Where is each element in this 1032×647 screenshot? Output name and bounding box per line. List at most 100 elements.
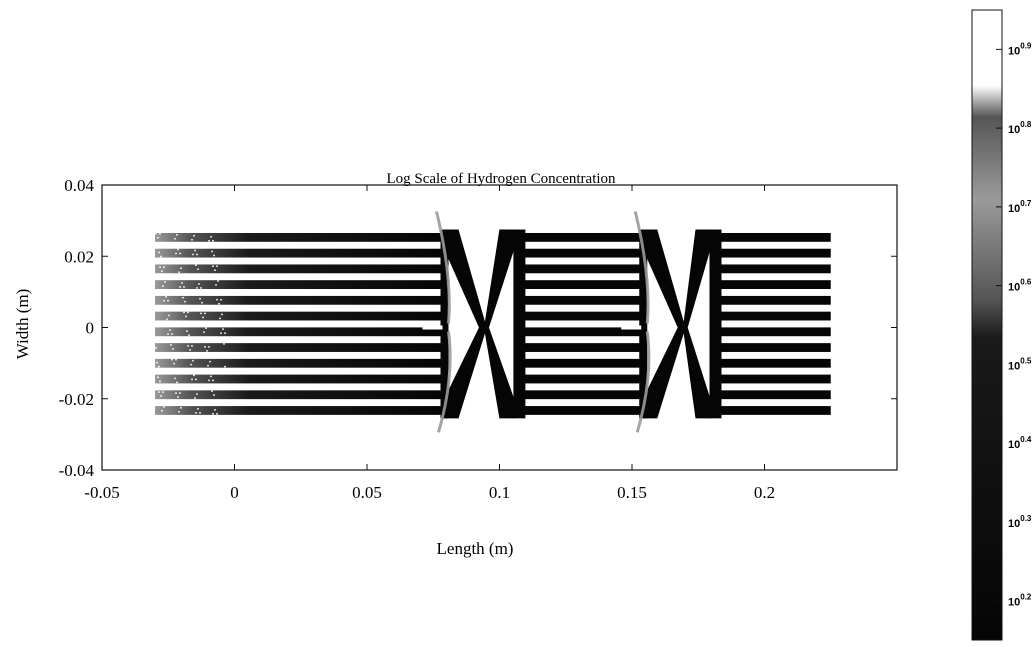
channel-bar	[711, 232, 831, 242]
inlet-speckle	[160, 395, 162, 397]
inlet-speckle	[172, 348, 174, 350]
y-tick-label: -0.04	[59, 461, 95, 480]
inlet-speckle	[178, 271, 180, 273]
concentration-fringe-top-2	[633, 211, 650, 324]
channel-bar	[515, 390, 646, 400]
channel-bar	[515, 343, 646, 352]
inlet-speckle	[167, 333, 169, 335]
x-tick-label: 0.05	[352, 483, 382, 502]
inlet-speckle	[159, 266, 161, 268]
inlet-speckle	[194, 397, 196, 399]
inlet-speckle	[159, 232, 161, 235]
channel-bar	[155, 232, 447, 242]
manifold-spine-1	[513, 229, 526, 419]
inlet-speckle	[175, 252, 177, 255]
channel-bar	[515, 311, 646, 321]
inlet-speckle	[216, 265, 218, 267]
inlet-speckle	[197, 408, 199, 410]
collector-edge-1	[440, 229, 449, 419]
x-tick-label: 0.15	[617, 483, 647, 502]
inlet-speckle	[179, 252, 181, 255]
channel-bar	[155, 295, 447, 305]
colorbar-tick-label: 100.9	[1008, 41, 1032, 57]
inlet-speckle	[222, 328, 224, 330]
inlet-speckle	[157, 236, 159, 239]
inlet-speckle	[157, 376, 159, 379]
inlet-speckle	[218, 302, 220, 305]
inlet-speckle	[209, 360, 211, 363]
inlet-speckle	[191, 345, 193, 347]
x-tick-label: 0.2	[754, 483, 775, 502]
channel-array-outlet-array	[711, 232, 831, 415]
inlet-speckle	[166, 318, 168, 321]
channel-bar	[515, 374, 646, 384]
inlet-speckle	[189, 349, 191, 351]
inlet-speckle	[206, 350, 208, 352]
inlet-speckle	[224, 365, 226, 368]
inlet-speckle	[211, 390, 213, 392]
inlet-speckle	[216, 298, 218, 301]
inlet-speckle	[212, 413, 214, 415]
x-tick-label: 0	[230, 483, 239, 502]
channel-bar	[711, 327, 831, 337]
inlet-speckle	[170, 344, 172, 346]
inlet-speckle	[196, 287, 198, 289]
colorbar: 100.9 100.8 100.7 100.6 100.5 100.4 100.3 100.2	[971, 9, 1032, 641]
inlet-speckle	[176, 381, 178, 384]
inlet-speckle	[212, 265, 214, 267]
inlet-speckle	[168, 314, 170, 317]
channel-array-inlet-array	[155, 232, 447, 415]
inlet-speckle	[175, 392, 177, 394]
inlet-speckle	[220, 332, 222, 334]
inlet-speckle	[219, 317, 221, 320]
channel-bar	[155, 406, 447, 415]
x-axis-label: Length (m)	[437, 539, 514, 558]
inlet-speckle	[223, 343, 225, 345]
inlet-speckle	[193, 374, 195, 377]
inlet-speckle	[221, 313, 223, 316]
channel-bar	[515, 264, 646, 274]
inlet-speckle	[177, 248, 179, 251]
channel-bar	[515, 358, 646, 368]
colorbar-tick-label: 100.3	[1008, 514, 1032, 530]
x-tick-label: 0.1	[489, 483, 510, 502]
colorbar-tick-label: 100.4	[1008, 435, 1032, 451]
channel-bar	[711, 390, 831, 400]
inlet-speckle	[181, 282, 183, 284]
inlet-speckle	[161, 410, 163, 412]
inlet-speckle	[220, 298, 222, 301]
colorbar-tick-label: 100.7	[1008, 199, 1032, 215]
inlet-speckle	[199, 412, 201, 414]
inlet-speckle	[191, 238, 193, 241]
inlet-speckle	[210, 235, 212, 238]
y-tick-label: 0.04	[64, 176, 94, 195]
inlet-speckle	[174, 237, 176, 240]
inlet-speckle	[184, 300, 186, 303]
inlet-speckle	[191, 378, 193, 381]
mixer-junction-2	[641, 229, 712, 419]
inlet-speckle	[217, 280, 219, 282]
collector-edge-2	[639, 229, 648, 419]
colorbar-tick-label: 100.8	[1008, 120, 1032, 136]
inlet-speckle	[192, 253, 194, 256]
inlet-speckle	[158, 391, 160, 393]
inlet-speckle	[212, 239, 214, 242]
inlet-speckle	[208, 346, 210, 348]
inlet-speckle	[167, 299, 169, 302]
inlet-speckle	[208, 239, 210, 242]
inlet-speckle	[156, 361, 158, 364]
inlet-speckle	[213, 254, 215, 257]
inlet-speckle	[204, 346, 206, 348]
channel-bar	[515, 248, 646, 258]
channel-bar	[155, 264, 447, 274]
inlet-speckle	[201, 301, 203, 304]
inlet-speckle	[196, 253, 198, 256]
inlet-speckle	[200, 287, 202, 289]
channel-bar	[155, 327, 447, 337]
inlet-speckle	[180, 267, 182, 269]
inlet-speckle	[199, 297, 201, 300]
inlet-speckle	[179, 286, 181, 288]
inlet-speckle	[176, 233, 178, 236]
channel-bar	[155, 248, 447, 258]
